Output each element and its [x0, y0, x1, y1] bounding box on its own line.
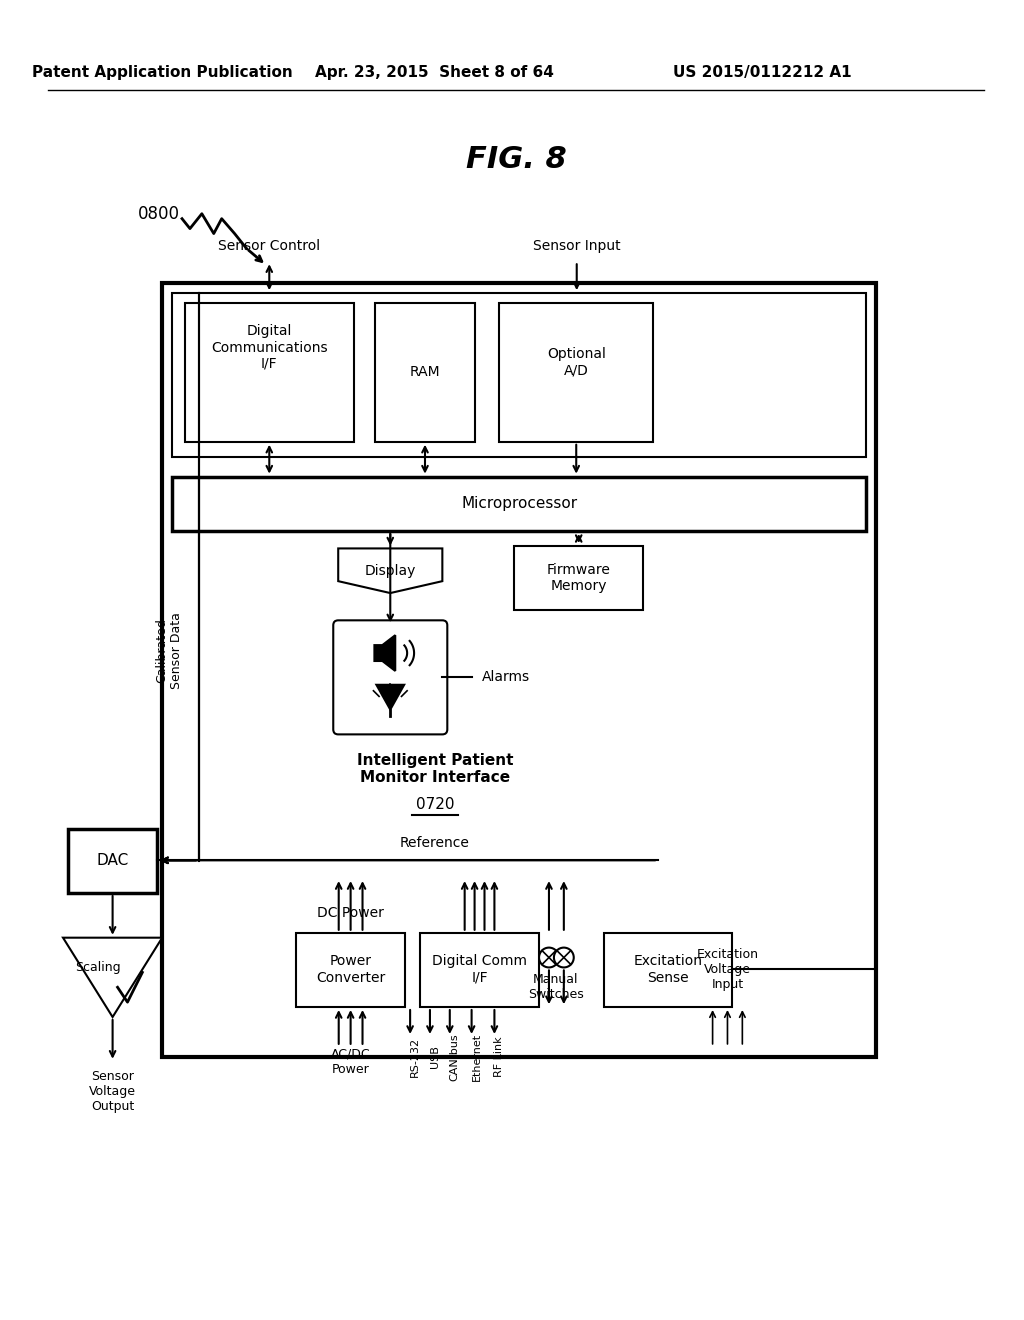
- Text: CAN-bus: CAN-bus: [450, 1032, 460, 1081]
- Text: Sensor Control: Sensor Control: [218, 239, 321, 253]
- Text: RF Link: RF Link: [495, 1036, 505, 1077]
- Text: Alarms: Alarms: [482, 671, 530, 684]
- Bar: [603, 933, 732, 1007]
- Text: Ethernet: Ethernet: [472, 1032, 481, 1081]
- Circle shape: [554, 948, 573, 968]
- Bar: [296, 933, 406, 1007]
- Text: DAC: DAC: [96, 853, 129, 867]
- Bar: [172, 293, 866, 457]
- Text: Display: Display: [365, 564, 416, 578]
- Text: Power
Converter: Power Converter: [316, 954, 385, 985]
- Text: Calibrated
Sensor Data: Calibrated Sensor Data: [155, 611, 183, 689]
- Bar: [185, 304, 353, 442]
- FancyBboxPatch shape: [333, 620, 447, 734]
- Text: Digital Comm
I/F: Digital Comm I/F: [432, 954, 527, 985]
- Bar: [68, 829, 158, 894]
- Text: Patent Application Publication: Patent Application Publication: [32, 66, 293, 81]
- Circle shape: [539, 948, 559, 968]
- Bar: [162, 284, 877, 1057]
- Text: RS-232: RS-232: [411, 1036, 420, 1077]
- Text: Excitation
Voltage
Input: Excitation Voltage Input: [696, 948, 759, 991]
- Bar: [420, 933, 539, 1007]
- Text: 0800: 0800: [137, 205, 179, 223]
- Text: Firmware
Memory: Firmware Memory: [547, 562, 610, 593]
- Text: RAM: RAM: [410, 366, 440, 379]
- Text: Reference: Reference: [400, 837, 470, 850]
- Text: Sensor
Voltage
Output: Sensor Voltage Output: [89, 1071, 136, 1113]
- Text: Optional
A/D: Optional A/D: [547, 347, 605, 378]
- Bar: [172, 477, 866, 531]
- Text: Scaling: Scaling: [75, 961, 121, 974]
- Text: AC/DC
Power: AC/DC Power: [331, 1048, 371, 1076]
- Bar: [514, 546, 643, 610]
- Text: Sensor Input: Sensor Input: [532, 239, 621, 253]
- Polygon shape: [377, 685, 404, 710]
- Text: 0720: 0720: [416, 797, 455, 812]
- Text: Digital
Communications
I/F: Digital Communications I/F: [211, 325, 328, 371]
- Text: Microprocessor: Microprocessor: [461, 496, 578, 511]
- Text: Manual
Switches: Manual Switches: [528, 973, 584, 1002]
- Text: Intelligent Patient
Monitor Interface: Intelligent Patient Monitor Interface: [356, 752, 513, 785]
- Polygon shape: [375, 635, 395, 671]
- Text: USB: USB: [430, 1045, 440, 1068]
- Bar: [500, 304, 653, 442]
- Bar: [376, 304, 474, 442]
- Polygon shape: [338, 548, 442, 593]
- Text: Excitation
Sense: Excitation Sense: [634, 954, 702, 985]
- Text: FIG. 8: FIG. 8: [466, 145, 566, 174]
- Text: US 2015/0112212 A1: US 2015/0112212 A1: [673, 66, 852, 81]
- Polygon shape: [63, 937, 162, 1016]
- Text: DC Power: DC Power: [317, 906, 384, 920]
- Text: Apr. 23, 2015  Sheet 8 of 64: Apr. 23, 2015 Sheet 8 of 64: [315, 66, 554, 81]
